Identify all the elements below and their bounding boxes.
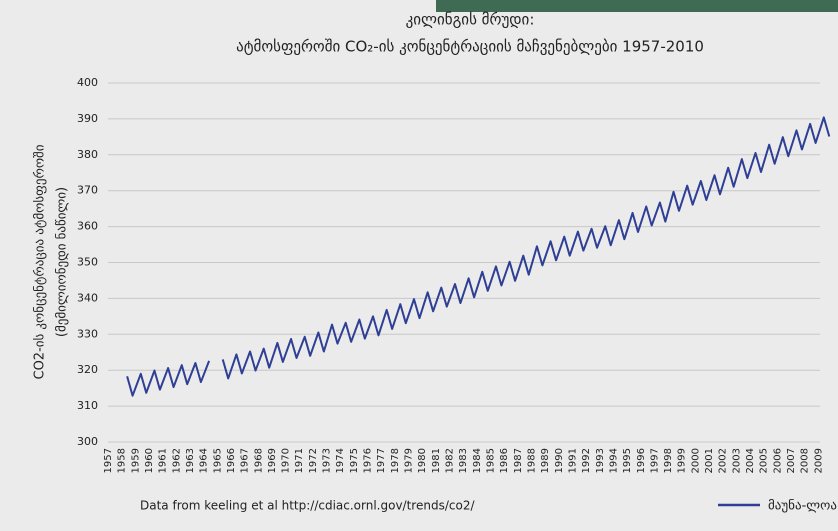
x-tick-label: 1981 — [431, 448, 442, 473]
x-tick-label: 1987 — [513, 448, 524, 473]
x-tick-label: 1977 — [376, 448, 387, 473]
y-tick-label: 300 — [77, 435, 98, 448]
x-tick-label: 2000 — [690, 448, 701, 473]
x-tick-label: 1971 — [294, 448, 305, 473]
data-line — [126, 116, 831, 397]
x-tick-label: 2006 — [772, 448, 783, 473]
y-axis-label: CO2-ის კონცენტრაცია ატმოსფეროში — [33, 144, 48, 379]
x-tick-label: 1997 — [649, 448, 660, 473]
x-tick-label: 1970 — [281, 448, 292, 473]
x-tick-label: 1976 — [363, 448, 374, 473]
x-tick-label: 1994 — [608, 448, 619, 473]
x-tick-label: 1960 — [144, 448, 155, 473]
x-tick-label: 1973 — [322, 448, 333, 473]
x-tick-label: 1995 — [622, 448, 633, 473]
x-tick-label: 1996 — [636, 448, 647, 473]
header-bar — [436, 0, 838, 12]
x-tick-label: 1991 — [567, 448, 578, 473]
legend-label: მაუნა-ლოა, ჰავაი — [768, 499, 838, 514]
x-tick-label: 1969 — [267, 448, 278, 473]
x-tick-label: 1998 — [663, 448, 674, 473]
source-note: Data from keeling et al http://cdiac.orn… — [140, 499, 475, 513]
y-tick-label: 360 — [77, 220, 98, 233]
x-tick-label: 1965 — [212, 448, 223, 473]
y-axis-label: (მემილიონედი ნაწილი) — [55, 187, 70, 337]
x-tick-label: 1974 — [335, 448, 346, 473]
x-tick-label: 2001 — [704, 448, 715, 473]
x-tick-label: 1988 — [526, 448, 537, 473]
x-tick-label: 1964 — [199, 448, 210, 473]
y-tick-label: 350 — [77, 256, 98, 269]
x-tick-label: 2007 — [786, 448, 797, 473]
x-tick-label: 2005 — [759, 448, 770, 473]
x-tick-label: 1967 — [240, 448, 251, 473]
x-tick-label: 2002 — [718, 448, 729, 473]
chart-subtitle: ატმოსფეროში CO₂-ის კონცენტრაციის მაჩვენე… — [236, 38, 704, 56]
x-tick-label: 1983 — [458, 448, 469, 473]
x-tick-label: 1986 — [499, 448, 510, 473]
x-tick-label: 1990 — [554, 448, 565, 473]
x-tick-label: 1978 — [390, 448, 401, 473]
x-tick-label: 1959 — [130, 448, 141, 473]
x-tick-label: 1989 — [540, 448, 551, 473]
x-tick-label: 1968 — [253, 448, 264, 473]
y-tick-label: 380 — [77, 148, 98, 161]
x-tick-label: 1980 — [417, 448, 428, 473]
y-tick-label: 400 — [77, 76, 98, 89]
x-tick-label: 2009 — [813, 448, 824, 473]
x-tick-label: 2003 — [731, 448, 742, 473]
y-tick-label: 330 — [77, 327, 98, 340]
x-tick-label: 1972 — [308, 448, 319, 473]
x-tick-label: 1957 — [103, 448, 114, 473]
x-tick-label: 1966 — [226, 448, 237, 473]
x-tick-label: 1993 — [595, 448, 606, 473]
y-tick-label: 390 — [77, 112, 98, 125]
chart-title: კილინგის მრუდი: — [406, 11, 535, 29]
x-tick-label: 1962 — [171, 448, 182, 473]
x-tick-label: 1999 — [677, 448, 688, 473]
x-tick-label: 1985 — [485, 448, 496, 473]
x-tick-label: 2008 — [800, 448, 811, 473]
x-tick-label: 1975 — [349, 448, 360, 473]
y-tick-label: 370 — [77, 184, 98, 197]
x-tick-label: 1961 — [158, 448, 169, 473]
x-tick-label: 1958 — [117, 448, 128, 473]
x-tick-label: 2004 — [745, 448, 756, 473]
y-tick-label: 320 — [77, 363, 98, 376]
y-tick-label: 310 — [77, 399, 98, 412]
y-tick-label: 340 — [77, 291, 98, 304]
x-tick-label: 1963 — [185, 448, 196, 473]
x-tick-label: 1992 — [581, 448, 592, 473]
x-tick-label: 1979 — [404, 448, 415, 473]
x-tick-label: 1982 — [445, 448, 456, 473]
x-tick-label: 1984 — [472, 448, 483, 473]
